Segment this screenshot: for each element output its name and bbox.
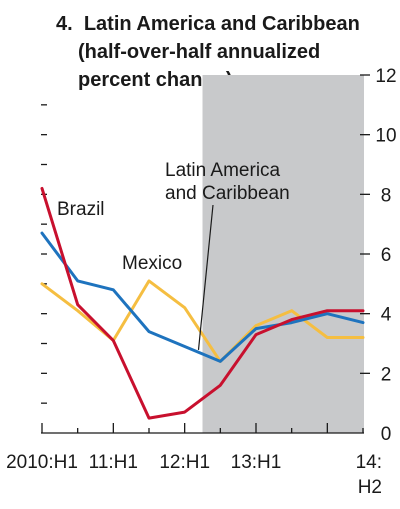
latin-america-label-line-1: Latin America [165, 160, 281, 181]
chart-number: 4. [56, 13, 73, 35]
x-tick-label: 13:H1 [231, 452, 282, 473]
series-line-mexico [40, 279, 365, 363]
x-tick-label: H2 [358, 477, 382, 498]
x-tick-label: 2010:H1 [6, 452, 78, 473]
series-layer [40, 186, 365, 420]
chart-title-line-2: (half-over-half annualized [78, 41, 321, 63]
chart-title: 4. Latin America and Caribbean (half-ove… [56, 10, 396, 94]
projection-shaded-region [202, 75, 364, 433]
y-tick-label: 10 [375, 126, 396, 147]
x-tick-label: 11:H1 [89, 452, 138, 473]
x-tick-label: 12:H1 [159, 452, 210, 473]
latin-america-label-line-2: and Caribbean [165, 183, 290, 204]
y-tick-label: 12 [375, 66, 396, 87]
axes-layer: 0 2 4 6 8 10 12 2010:H1 11:H1 12:H1 13:H1 14: H2 [6, 66, 396, 498]
shaded-region-layer [202, 75, 364, 433]
series-line-latin-america-and-caribbean [40, 231, 365, 363]
y-tick-label: 2 [381, 364, 392, 385]
y-tick-label: 4 [381, 305, 392, 326]
chart-title-line-1: Latin America and Caribbean [83, 13, 360, 35]
chart-title-line-3: percent change) [78, 69, 233, 91]
y-tick-label: 6 [381, 245, 392, 266]
mexico-label: Mexico [122, 253, 182, 274]
series-line-brazil [40, 186, 365, 420]
brazil-label: Brazil [57, 199, 105, 220]
y-tick-label: 8 [381, 185, 392, 206]
x-tick-label: 14: [356, 452, 382, 473]
latin-america-leader-line [197, 204, 214, 351]
y-tick-label: 0 [381, 424, 392, 445]
